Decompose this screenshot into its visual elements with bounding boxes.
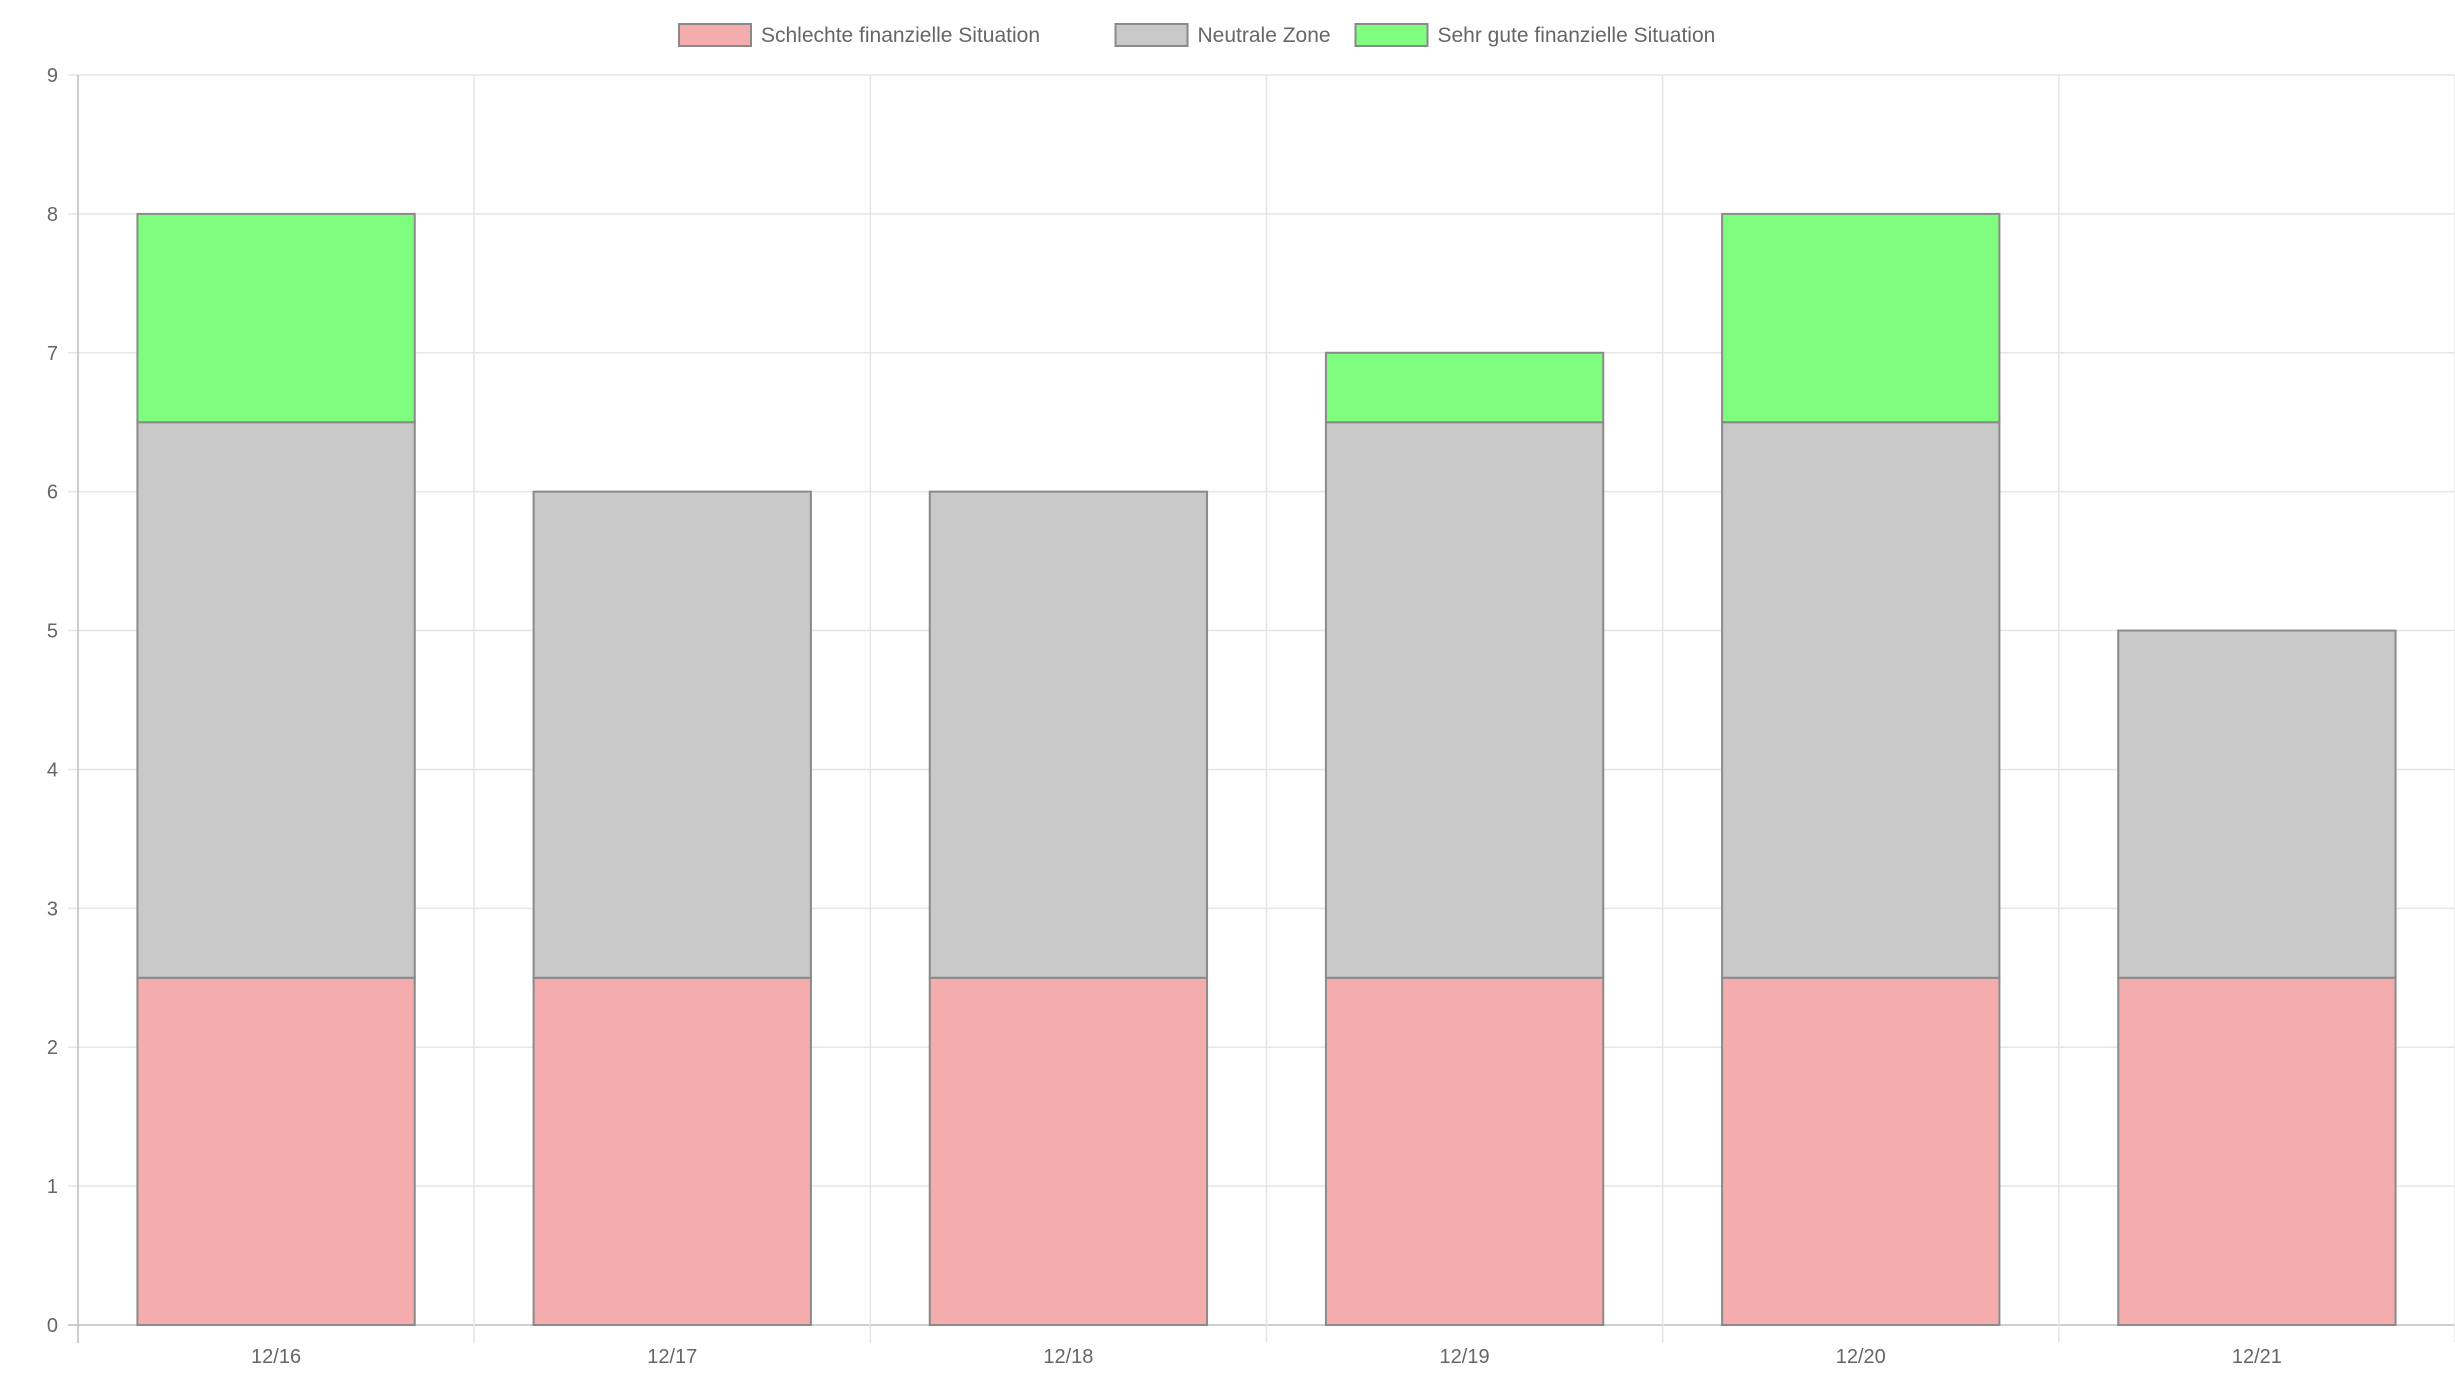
x-tick-label: 12/18 xyxy=(1043,1346,1093,1368)
legend-label: Schlechte finanzielle Situation xyxy=(761,24,1040,47)
legend-item-bad[interactable]: Schlechte finanzielle Situation xyxy=(678,23,1040,47)
bar-segment-neutral-12-21 xyxy=(2117,629,2397,979)
bar-segment-bad-12-17 xyxy=(532,976,812,1326)
legend-item-neutral[interactable]: Neutrale Zone xyxy=(1114,23,1331,47)
axis-layer: 0 1 2 3 4 5 6 7 8 9 12/16 12/17 12/18 12/19 12/20 12/21 xyxy=(47,65,2282,1368)
legend[interactable]: Schlechte finanzielle Situation Neutrale … xyxy=(678,23,1715,47)
legend-swatch xyxy=(678,23,752,47)
x-tick-label: 12/17 xyxy=(647,1346,697,1368)
bar-segment-good-12-16 xyxy=(136,212,416,424)
y-tick-label: 0 xyxy=(47,1315,58,1337)
bars-layer xyxy=(136,212,2397,1326)
bar-segment-good-12-20 xyxy=(1721,212,2001,424)
bar-segment-bad-12-19 xyxy=(1324,976,1605,1326)
bar-segment-bad-12-20 xyxy=(1721,976,2001,1326)
bar-segment-bad-12-16 xyxy=(136,976,416,1326)
legend-swatch xyxy=(1354,23,1429,47)
y-tick-label: 5 xyxy=(47,621,58,643)
bar-segment-neutral-12-20 xyxy=(1721,421,2001,979)
legend-item-good[interactable]: Sehr gute finanzielle Situation xyxy=(1354,23,1715,47)
y-tick-label: 8 xyxy=(47,204,58,226)
y-tick-label: 6 xyxy=(47,482,58,504)
x-tick-label: 12/16 xyxy=(251,1346,301,1368)
bar-segment-neutral-12-16 xyxy=(136,421,416,979)
bar-segment-bad-12-21 xyxy=(2117,976,2397,1326)
y-tick-label: 7 xyxy=(47,343,58,365)
y-tick-label: 3 xyxy=(47,898,58,920)
x-tick-label: 12/20 xyxy=(1836,1346,1886,1368)
bar-segment-good-12-19 xyxy=(1324,351,1605,424)
legend-label: Sehr gute finanzielle Situation xyxy=(1437,24,1715,47)
y-tick-label: 1 xyxy=(47,1176,58,1198)
y-tick-label: 2 xyxy=(47,1037,58,1059)
bar-segment-neutral-12-17 xyxy=(532,490,812,979)
y-tick-label: 4 xyxy=(47,759,58,781)
x-tick-label: 12/19 xyxy=(1440,1346,1490,1368)
bar-segment-bad-12-18 xyxy=(928,976,1209,1326)
legend-swatch xyxy=(1114,23,1189,47)
y-tick-label: 9 xyxy=(47,65,58,87)
bar-segment-neutral-12-18 xyxy=(928,490,1209,979)
grid-layer xyxy=(68,74,2455,1343)
legend-label: Neutrale Zone xyxy=(1198,24,1331,47)
bar-segment-neutral-12-19 xyxy=(1324,421,1605,979)
x-tick-label: 12/21 xyxy=(2232,1346,2282,1368)
